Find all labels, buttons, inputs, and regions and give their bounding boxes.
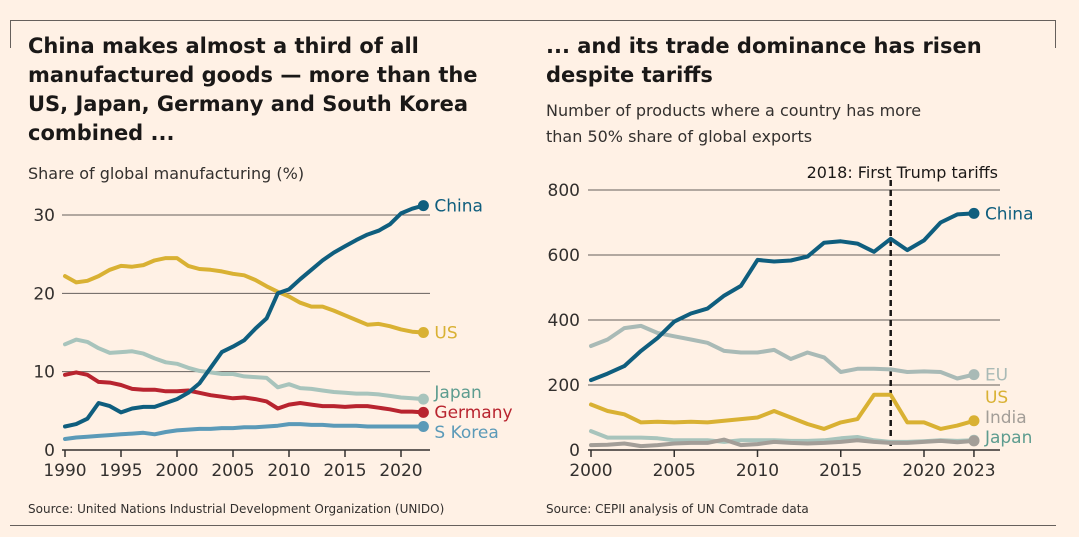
series-line-china (589, 211, 976, 383)
y-tick-label: 10 (33, 363, 55, 383)
series-end-marker (417, 200, 429, 212)
y-tick-label: 600 (548, 246, 580, 266)
x-tick-label: 2005 (653, 461, 696, 481)
series-line-s-korea (63, 422, 426, 441)
left-chart-source: Source: United Nations Industrial Develo… (28, 502, 445, 516)
x-tick-label: 2015 (819, 461, 862, 481)
series-label: Japan (433, 383, 481, 403)
x-tick-label: 2020 (902, 461, 945, 481)
series-end-marker (417, 406, 429, 418)
subtitle-line: than 50% share of global exports (546, 127, 813, 146)
left-chart-title: China makes almost a third of all manufa… (28, 32, 478, 148)
x-tick-label: 1990 (43, 461, 86, 481)
x-tick-label: 2010 (267, 461, 310, 481)
frame-left-tick (10, 20, 11, 48)
title-line: ... and its trade dominance has risen (546, 34, 982, 58)
series-label: Japan (984, 428, 1032, 448)
x-tick-label: 2020 (379, 461, 422, 481)
series-line-us (589, 392, 976, 431)
series-label: Germany (434, 403, 512, 423)
title-line: despite tariffs (546, 63, 713, 87)
y-tick-label: 400 (548, 311, 580, 331)
series-label: China (434, 197, 483, 217)
x-tick-label: 2000 (155, 461, 198, 481)
series-label: US (434, 324, 457, 344)
series-label: EU (985, 366, 1008, 386)
series-line-germany (63, 370, 426, 415)
y-tick-label: 0 (569, 441, 580, 461)
frame-right-tick (1055, 20, 1056, 48)
y-tick-label: 30 (33, 206, 55, 226)
series-line-china (63, 203, 426, 429)
x-tick-label: 2015 (323, 461, 366, 481)
tariff-annotation: 2018: First Trump tariffs (807, 163, 998, 182)
x-tick-label: 2005 (211, 461, 254, 481)
subtitle-line: Number of products where a country has m… (546, 101, 922, 120)
y-tick-label: 20 (33, 284, 55, 304)
series-end-marker (968, 207, 980, 219)
x-tick-label: 2000 (569, 461, 612, 481)
right-chart-title: ... and its trade dominance has risen de… (546, 32, 982, 90)
x-tick-label: 2010 (736, 461, 779, 481)
left-chart-subtitle: Share of global manufacturing (%) (28, 164, 305, 183)
title-line: China makes almost a third of all (28, 34, 419, 58)
x-tick-label: 1995 (99, 461, 142, 481)
series-end-marker (417, 421, 429, 432)
title-line: US, Japan, Germany and South Korea (28, 92, 469, 116)
series-label: S Korea (434, 423, 498, 443)
frame-top-rule (10, 20, 1056, 21)
series-line-us (63, 256, 426, 335)
series-label: US (985, 388, 1008, 408)
y-tick-label: 200 (548, 376, 580, 396)
x-tick-label: 2023 (952, 461, 995, 481)
series-end-marker (417, 393, 429, 405)
right-chart-source: Source: CEPII analysis of UN Comtrade da… (546, 502, 809, 516)
series-line-japan (63, 337, 426, 402)
series-line-india (589, 437, 976, 449)
y-tick-label: 0 (44, 441, 55, 461)
y-tick-label: 800 (548, 181, 580, 201)
frame-bottom-rule (10, 525, 1056, 526)
series-line-eu (589, 323, 976, 381)
title-line: combined ... (28, 121, 175, 145)
series-end-marker (968, 415, 980, 427)
series-end-marker (417, 327, 429, 338)
right-chart-subtitle: Number of products where a country has m… (546, 98, 921, 150)
title-line: manufactured goods — more than the (28, 63, 478, 87)
series-end-marker (968, 369, 980, 381)
series-label: India (985, 408, 1027, 428)
series-label: China (985, 204, 1034, 224)
series-end-marker (968, 435, 980, 447)
series-line-japan (589, 429, 976, 444)
